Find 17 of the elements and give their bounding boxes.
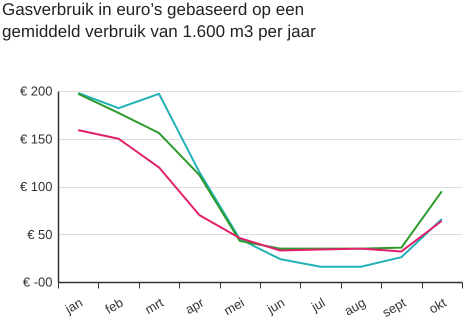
x-tick-label: mei: [221, 294, 247, 318]
y-tick-label: € 150: [20, 131, 52, 146]
x-tick-label: apr: [182, 294, 207, 318]
y-tick-label: € 200: [20, 84, 52, 98]
y-tick-label: € 100: [20, 179, 52, 194]
x-tick-label: mrt: [142, 294, 166, 318]
x-tick-label: jun: [264, 294, 288, 317]
y-tick-label: € -00: [22, 274, 52, 290]
x-tick-label: okt: [426, 294, 450, 316]
x-tick-label: jan: [62, 294, 86, 317]
y-tick-label: € 50: [27, 226, 52, 242]
x-tick-label: aug: [342, 294, 368, 319]
x-tick-label: feb: [102, 294, 126, 317]
chart-title: Gasverbruik in euro’s gebaseerd op een gemiddeld verbruik van 1.600 m3 per jaar: [2, 0, 316, 41]
line-series: [77, 129, 443, 252]
x-tick-label: sept: [380, 294, 409, 320]
x-tick-label: jul: [308, 294, 328, 315]
